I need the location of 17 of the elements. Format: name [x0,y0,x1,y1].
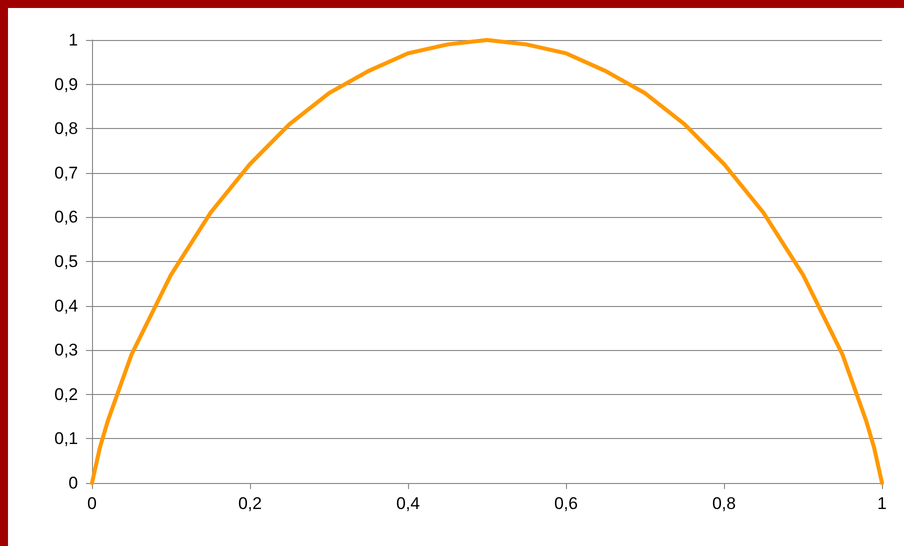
y-tick-label: 0,3 [54,340,78,360]
x-tick-label: 0,6 [554,494,578,513]
y-tick-label: 0,1 [54,429,78,448]
x-tick-label: 1 [877,494,887,513]
y-tick-label: 0,4 [54,296,78,316]
y-tick-label: 1 [68,30,78,50]
x-tick-label: 0,2 [238,494,262,513]
y-tick-label: 0 [68,474,78,492]
x-tick-label: 0,8 [712,494,736,513]
y-tick-label: 0,9 [54,74,78,94]
x-tick-label: 0 [87,494,97,513]
y-tick-label: 0,7 [54,163,78,182]
x-tick-label: 0,4 [396,494,420,513]
y-tick-label: 0,8 [54,119,78,138]
y-tick-label: 0,5 [54,252,78,271]
y-tick-label: 0,2 [54,384,78,404]
y-tick-label: 0,6 [54,208,78,227]
